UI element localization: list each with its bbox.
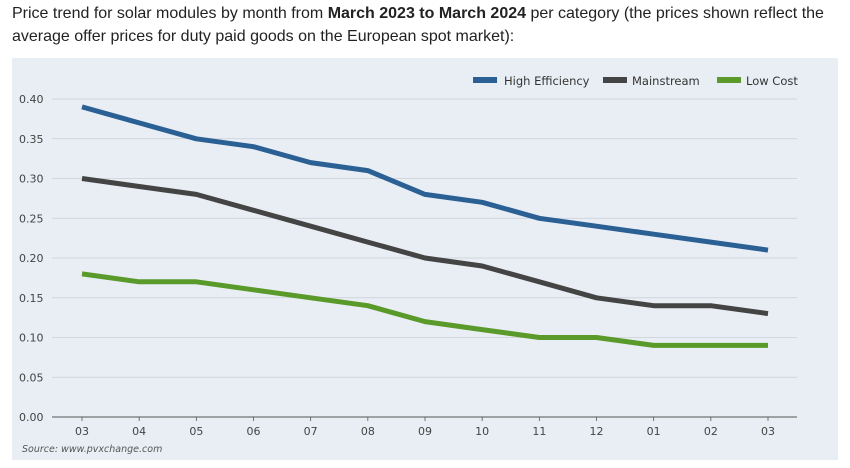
legend-swatch	[603, 77, 627, 83]
series-line-mainstream	[81, 176, 769, 317]
intro-part1: Price trend for solar modules by month f…	[12, 5, 328, 22]
y-tick-label: 0.15	[19, 292, 44, 305]
y-tick-label: 0.10	[19, 332, 44, 345]
y-tick-label: 0.05	[19, 371, 44, 384]
x-tick-label: 06	[247, 425, 261, 438]
x-axis-ticks: 03 04 05 06 07 08 09 10 11 12 01 02 03	[75, 417, 775, 438]
x-tick-label: 07	[304, 425, 318, 438]
x-tick-label: 10	[475, 425, 489, 438]
source-note: Source: www.pvxchange.com	[22, 444, 163, 455]
legend-label: Low Cost	[746, 74, 798, 88]
x-tick-label: 11	[532, 425, 546, 438]
x-tick-label: 02	[704, 425, 718, 438]
legend: High Efficiency Mainstream Low Cost	[473, 74, 798, 88]
series-line-high-efficiency	[81, 104, 769, 253]
legend-swatch	[717, 77, 741, 83]
intro-date-range: March 2023 to March 2024	[327, 5, 527, 22]
x-tick-label: 05	[189, 425, 203, 438]
chart-panel: 0.00 0.05 0.10 0.15 0.20 0.25 0.30 0.35 0.40 03 0…	[12, 58, 838, 460]
grid-lines	[52, 98, 797, 418]
line-chart: 0.000.050.100.150.200.250.300.350.40 03 0…	[19, 74, 798, 438]
x-tick-label: 12	[590, 425, 604, 438]
x-tick-label: 03	[75, 425, 89, 438]
legend-label: High Efficiency	[504, 74, 590, 88]
x-tick-label: 01	[647, 425, 661, 438]
x-tick-label: 04	[132, 425, 146, 438]
y-tick-label: 0.30	[19, 173, 44, 186]
legend-swatch	[473, 77, 497, 83]
y-tick-label: 0.20	[19, 252, 44, 265]
legend-item-low-cost: Low Cost	[717, 74, 798, 88]
y-tick-label: 0.00	[19, 411, 44, 424]
y-axis-ticks: 0.00 0.05 0.10 0.15 0.20 0.25 0.30 0.35 0.40	[19, 93, 44, 424]
legend-label: Mainstream	[632, 74, 700, 88]
intro-part2: per category (the prices shown reflect t…	[12, 5, 824, 45]
intro-text: Price trend for solar modules by month f…	[12, 2, 838, 48]
series-line-low-cost	[81, 271, 768, 348]
y-tick-label: 0.35	[19, 133, 44, 146]
y-tick-label: 0.25	[19, 212, 44, 225]
legend-item-mainstream: Mainstream	[603, 74, 700, 88]
y-tick-label: 0.40	[19, 93, 44, 106]
x-tick-label: 08	[361, 425, 375, 438]
x-tick-label: 09	[418, 425, 432, 438]
x-tick-label: 03	[761, 425, 775, 438]
legend-item-high-efficiency: High Efficiency	[473, 74, 590, 88]
series-lines	[81, 104, 769, 348]
